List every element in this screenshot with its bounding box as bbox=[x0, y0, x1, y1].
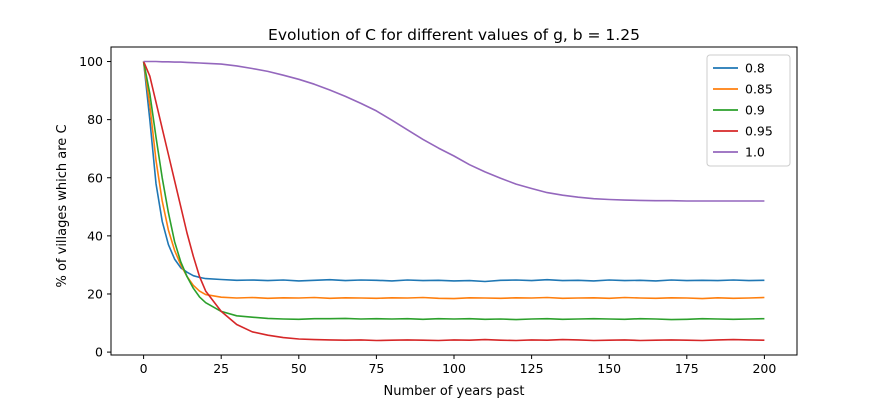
x-tick-label: 75 bbox=[368, 361, 384, 376]
series-line-1-0 bbox=[143, 60, 765, 202]
x-tick-label: 100 bbox=[442, 361, 466, 376]
x-tick-label: 125 bbox=[520, 361, 544, 376]
y-tick-label: 20 bbox=[87, 286, 103, 301]
plot-frame bbox=[110, 46, 798, 356]
series-line-0-8 bbox=[142, 61, 765, 283]
series-lines bbox=[142, 60, 765, 342]
x-tick-label: 200 bbox=[752, 361, 776, 376]
x-axis-label: Number of years past bbox=[383, 384, 524, 399]
series-line-0-9 bbox=[142, 61, 765, 321]
x-tick-label: 0 bbox=[140, 361, 148, 376]
legend-label: 0.9 bbox=[745, 103, 765, 118]
x-tick-label: 25 bbox=[213, 361, 229, 376]
y-tick-label: 80 bbox=[87, 112, 103, 127]
chart-title: Evolution of C for different values of g… bbox=[268, 26, 640, 44]
x-tick-label: 175 bbox=[675, 361, 699, 376]
axis-ticks: 0 25 50 75 100 125 150 175 200 0 20 40 60 80 100 bbox=[79, 54, 776, 376]
series-line-0-85 bbox=[142, 61, 765, 300]
legend: 0.8 0.85 0.9 0.95 1.0 bbox=[706, 54, 791, 167]
y-axis-label: % of villages which are C bbox=[55, 124, 70, 287]
y-tick-label: 0 bbox=[95, 345, 103, 360]
legend-box bbox=[706, 54, 791, 167]
x-tick-label: 50 bbox=[291, 361, 307, 376]
y-tick-label: 100 bbox=[79, 54, 103, 69]
legend-label: 0.8 bbox=[745, 61, 765, 76]
y-tick-label: 60 bbox=[87, 170, 103, 185]
legend-label: 1.0 bbox=[745, 145, 765, 160]
series-line-0-95 bbox=[142, 61, 765, 342]
y-tick-label: 40 bbox=[87, 228, 103, 243]
legend-label: 0.95 bbox=[745, 124, 773, 139]
x-tick-label: 150 bbox=[597, 361, 621, 376]
legend-label: 0.85 bbox=[745, 82, 773, 97]
